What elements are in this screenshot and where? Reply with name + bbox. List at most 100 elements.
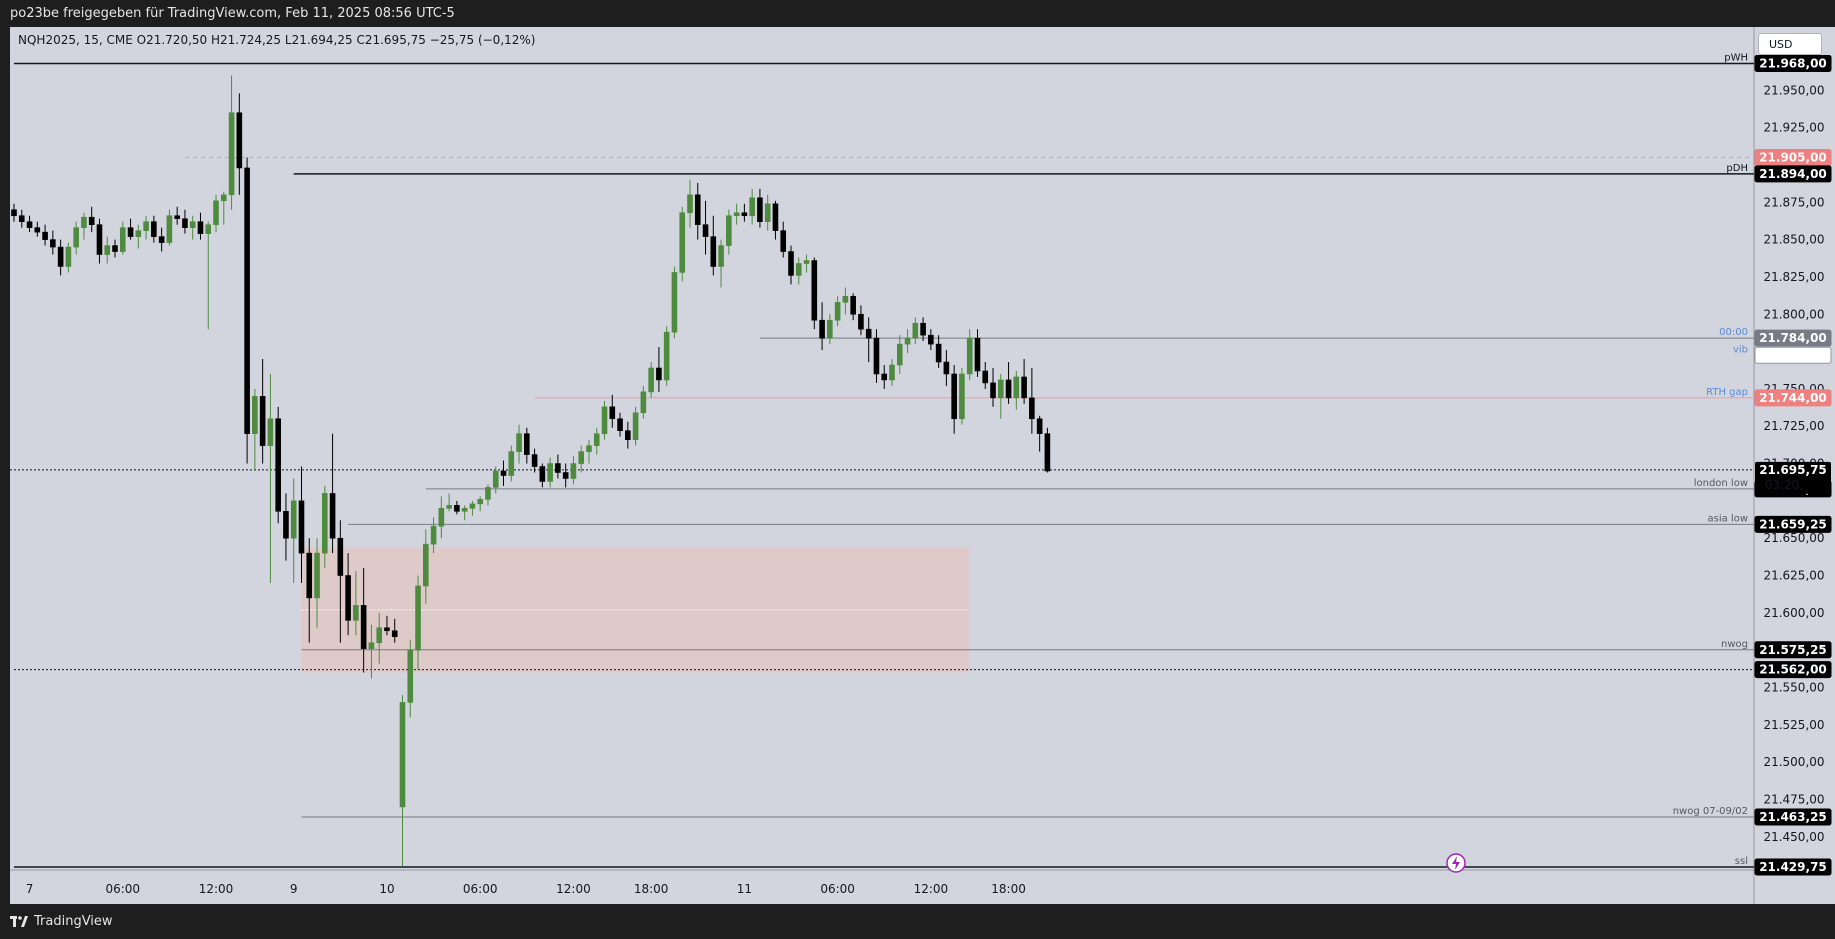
candle-body[interactable] [1029,397,1035,420]
candle-body[interactable] [65,246,72,267]
candle-body[interactable] [531,454,538,467]
candle-body[interactable] [601,406,608,434]
candle-body[interactable] [197,221,204,234]
candle-body[interactable] [391,630,398,638]
candle-body[interactable] [42,231,48,240]
candle-body[interactable] [920,322,926,336]
candle-body[interactable] [982,370,989,384]
candle-body[interactable] [127,227,134,237]
candle-body[interactable] [795,263,802,276]
candle-body[interactable] [865,328,872,339]
candle-body[interactable] [827,319,833,339]
candle-body[interactable] [1021,376,1027,399]
candle-body[interactable] [353,605,359,621]
candle-body[interactable] [562,472,569,479]
candle-body[interactable] [772,203,779,231]
candle-body[interactable] [11,209,17,217]
candle-body[interactable] [174,215,180,220]
candle-body[interactable] [625,430,631,440]
candle-body[interactable] [306,552,313,599]
candle-body[interactable] [112,245,118,252]
candle-body[interactable] [81,216,87,228]
candle-body[interactable] [803,260,810,264]
candle-body[interactable] [881,373,888,381]
candle-body[interactable] [951,373,957,420]
candle-body[interactable] [321,493,328,554]
candle-body[interactable] [314,552,320,599]
candle-body[interactable] [966,337,973,375]
candle-body[interactable] [889,364,895,381]
candle-body[interactable] [811,260,818,321]
candle-body[interactable] [757,197,763,222]
candle-body[interactable] [236,112,243,169]
candle-body[interactable] [298,500,305,554]
candle-body[interactable] [1013,376,1020,399]
candle-body[interactable] [275,418,281,512]
candle-body[interactable] [492,470,499,488]
candle-body[interactable] [516,433,522,452]
candle-body[interactable] [1036,418,1043,434]
candle-body[interactable] [189,221,196,228]
candle-body[interactable] [259,396,266,446]
candle-body[interactable] [337,537,344,576]
candle-body[interactable] [679,212,686,273]
candle-body[interactable] [485,487,491,500]
candle-body[interactable] [384,627,390,632]
candle-body[interactable] [943,361,950,375]
candle-body[interactable] [896,343,903,366]
candle-body[interactable] [73,227,79,248]
candle-body[interactable] [780,230,787,252]
candle-body[interactable] [990,382,996,399]
candle-body[interactable] [912,322,919,339]
candle-body[interactable] [741,212,748,217]
candle-body[interactable] [788,251,794,276]
candle-body[interactable] [710,236,717,267]
candle-body[interactable] [718,245,724,267]
candle-body[interactable] [57,246,64,267]
candle-body[interactable] [609,406,616,420]
candle-body[interactable] [438,508,445,527]
candle-body[interactable] [500,470,507,476]
candle-body[interactable] [469,503,476,509]
candle-body[interactable] [182,218,188,228]
candle-body[interactable] [764,203,771,222]
candle-body[interactable] [547,463,553,482]
candle-body[interactable] [368,642,375,649]
candle-body[interactable] [858,313,864,330]
candle-body[interactable] [555,463,561,473]
candle-body[interactable] [694,194,701,225]
candle-body[interactable] [34,227,41,233]
candle-body[interactable] [104,245,111,255]
candle-body[interactable] [578,451,585,464]
candle-body[interactable] [96,224,103,255]
candle-body[interactable] [850,296,856,315]
candle-body[interactable] [50,239,56,248]
candle-body[interactable] [524,433,530,455]
candle-body[interactable] [834,302,841,321]
candle-body[interactable] [423,543,429,587]
candle-body[interactable] [671,272,678,333]
candle-body[interactable] [663,331,670,381]
candle-body[interactable] [687,194,693,214]
candle-body[interactable] [135,230,142,237]
candle-body[interactable] [446,505,452,509]
tradingview-logo[interactable]: TradingView [10,914,113,929]
candle-body[interactable] [648,367,654,393]
candle-body[interactable] [329,493,336,539]
candle-body[interactable] [702,224,709,237]
candle-body[interactable] [252,396,258,434]
candle-body[interactable] [220,194,227,202]
candle-body[interactable] [819,319,825,339]
lightning-icon[interactable] [1446,853,1466,873]
candle-body[interactable] [228,112,235,196]
candle-body[interactable] [290,500,297,539]
candle-body[interactable] [726,215,732,246]
candle-body[interactable] [617,418,623,432]
candle-body[interactable] [508,451,515,476]
candle-body[interactable] [749,197,755,217]
candle-body[interactable] [415,585,421,651]
candle-body[interactable] [904,337,911,345]
candle-body[interactable] [733,212,740,217]
candle-body[interactable] [959,373,965,420]
